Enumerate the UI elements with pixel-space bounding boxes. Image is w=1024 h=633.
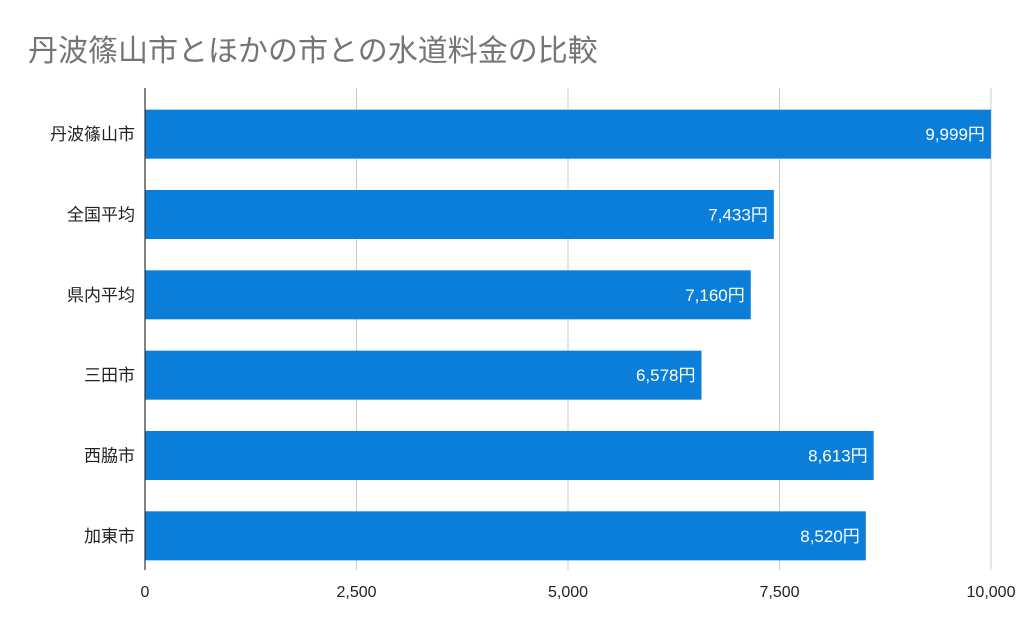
bar — [145, 511, 866, 561]
data-label: 8,520円 — [800, 527, 860, 546]
category-label: 加東市 — [84, 527, 135, 547]
bar — [145, 350, 702, 400]
data-label: 6,578円 — [636, 366, 696, 385]
data-label: 7,433円 — [708, 206, 768, 225]
category-label: 西脇市 — [84, 447, 135, 467]
chart-title: 丹波篠山市とほかの市との水道料金の比較 — [28, 34, 598, 69]
category-label: 三田市 — [84, 366, 135, 386]
data-label: 8,613円 — [808, 447, 868, 466]
category-label: 県内平均 — [67, 286, 135, 306]
category-label: 全国平均 — [67, 206, 135, 226]
x-tick-label: 7,500 — [759, 584, 799, 601]
x-tick-label: 10,000 — [967, 584, 1016, 601]
x-tick-label: 5,000 — [548, 584, 588, 601]
data-label: 7,160円 — [685, 286, 745, 305]
bar — [145, 431, 874, 480]
x-tick-label: 2,500 — [336, 584, 376, 601]
data-label: 9,999円 — [925, 125, 985, 144]
bar — [145, 109, 991, 159]
bar — [145, 190, 774, 239]
x-tick-label: 0 — [141, 584, 150, 601]
bar — [145, 270, 751, 320]
category-label: 丹波篠山市 — [50, 125, 135, 145]
